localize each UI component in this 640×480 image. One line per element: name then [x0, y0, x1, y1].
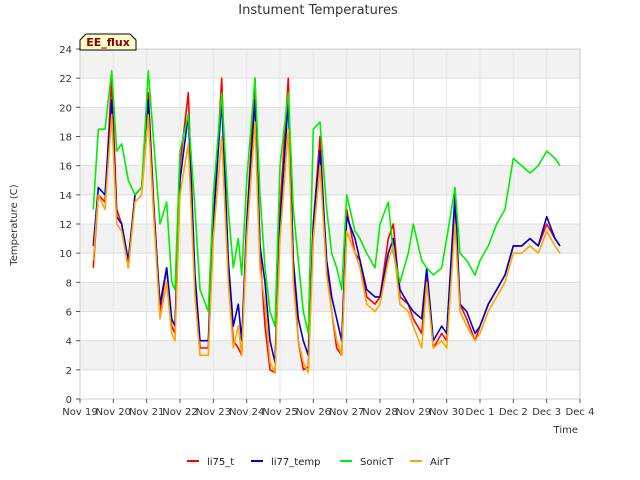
x-tick-label: Nov 29 — [396, 407, 431, 418]
plot-band — [80, 49, 580, 79]
x-tick-label: Nov 25 — [262, 407, 297, 418]
plot-band — [80, 369, 580, 399]
y-tick-label: 10 — [59, 249, 72, 260]
y-tick-label: 18 — [59, 133, 72, 144]
chart-title: Instument Temperatures — [238, 3, 398, 18]
y-tick-label: 12 — [59, 220, 72, 231]
plot-band — [80, 340, 580, 370]
site-label-box: EE_flux — [79, 33, 137, 51]
y-tick-label: 8 — [66, 278, 72, 289]
legend-label-li77_temp: li77_temp — [271, 457, 320, 468]
y-tick-label: 6 — [66, 308, 72, 319]
plot-band — [80, 107, 580, 137]
y-tick-label: 4 — [66, 337, 72, 348]
legend-label-SonicT: SonicT — [360, 457, 394, 468]
x-tick-label: Nov 24 — [229, 407, 264, 418]
plot-background — [80, 49, 580, 399]
x-tick-label: Dec 3 — [532, 407, 561, 418]
series-line-SonicT — [92, 70, 561, 335]
x-tick-label: Nov 27 — [329, 407, 364, 418]
y-tick-label: 0 — [66, 395, 72, 406]
y-tick-label: 14 — [59, 191, 72, 202]
legend-label-li75_t: li75_t — [207, 457, 234, 468]
x-tick-label: Nov 23 — [196, 407, 231, 418]
x-axis-label: Time — [553, 425, 578, 436]
y-tick-label: 16 — [59, 162, 72, 173]
y-tick-label: 24 — [59, 45, 72, 56]
y-tick-label: 22 — [59, 74, 72, 85]
plot-band — [80, 78, 580, 108]
plot-band — [80, 165, 580, 195]
grid-lines — [79, 48, 581, 400]
legend: li75_t li77_temp SonicT AirT — [187, 457, 451, 468]
y-tick-label: 20 — [59, 103, 72, 114]
legend-label-AirT: AirT — [430, 457, 451, 468]
y-axis-label: Temperature (C) — [9, 184, 20, 266]
x-tick-label: Nov 20 — [96, 407, 131, 418]
x-tick-label: Nov 22 — [162, 407, 197, 418]
plot-band — [80, 194, 580, 224]
series-line-AirT — [92, 113, 561, 374]
x-tick-label: Nov 21 — [129, 407, 164, 418]
x-tick-label: Nov 19 — [62, 407, 97, 418]
x-tick-label: Dec 2 — [499, 407, 528, 418]
x-tick-label: Nov 26 — [296, 407, 331, 418]
site-label: EE_flux — [86, 36, 130, 49]
plot-band — [80, 311, 580, 341]
x-tick-label: Nov 30 — [429, 407, 464, 418]
site-label-background — [79, 33, 137, 51]
plot-band — [80, 136, 580, 166]
y-tick-label: 2 — [66, 366, 72, 377]
series-lines — [92, 70, 561, 374]
x-tick-label: Dec 1 — [466, 407, 495, 418]
plot-band — [80, 253, 580, 283]
x-tick-label: Nov 28 — [362, 407, 397, 418]
x-tick-label: Dec 4 — [566, 407, 595, 418]
